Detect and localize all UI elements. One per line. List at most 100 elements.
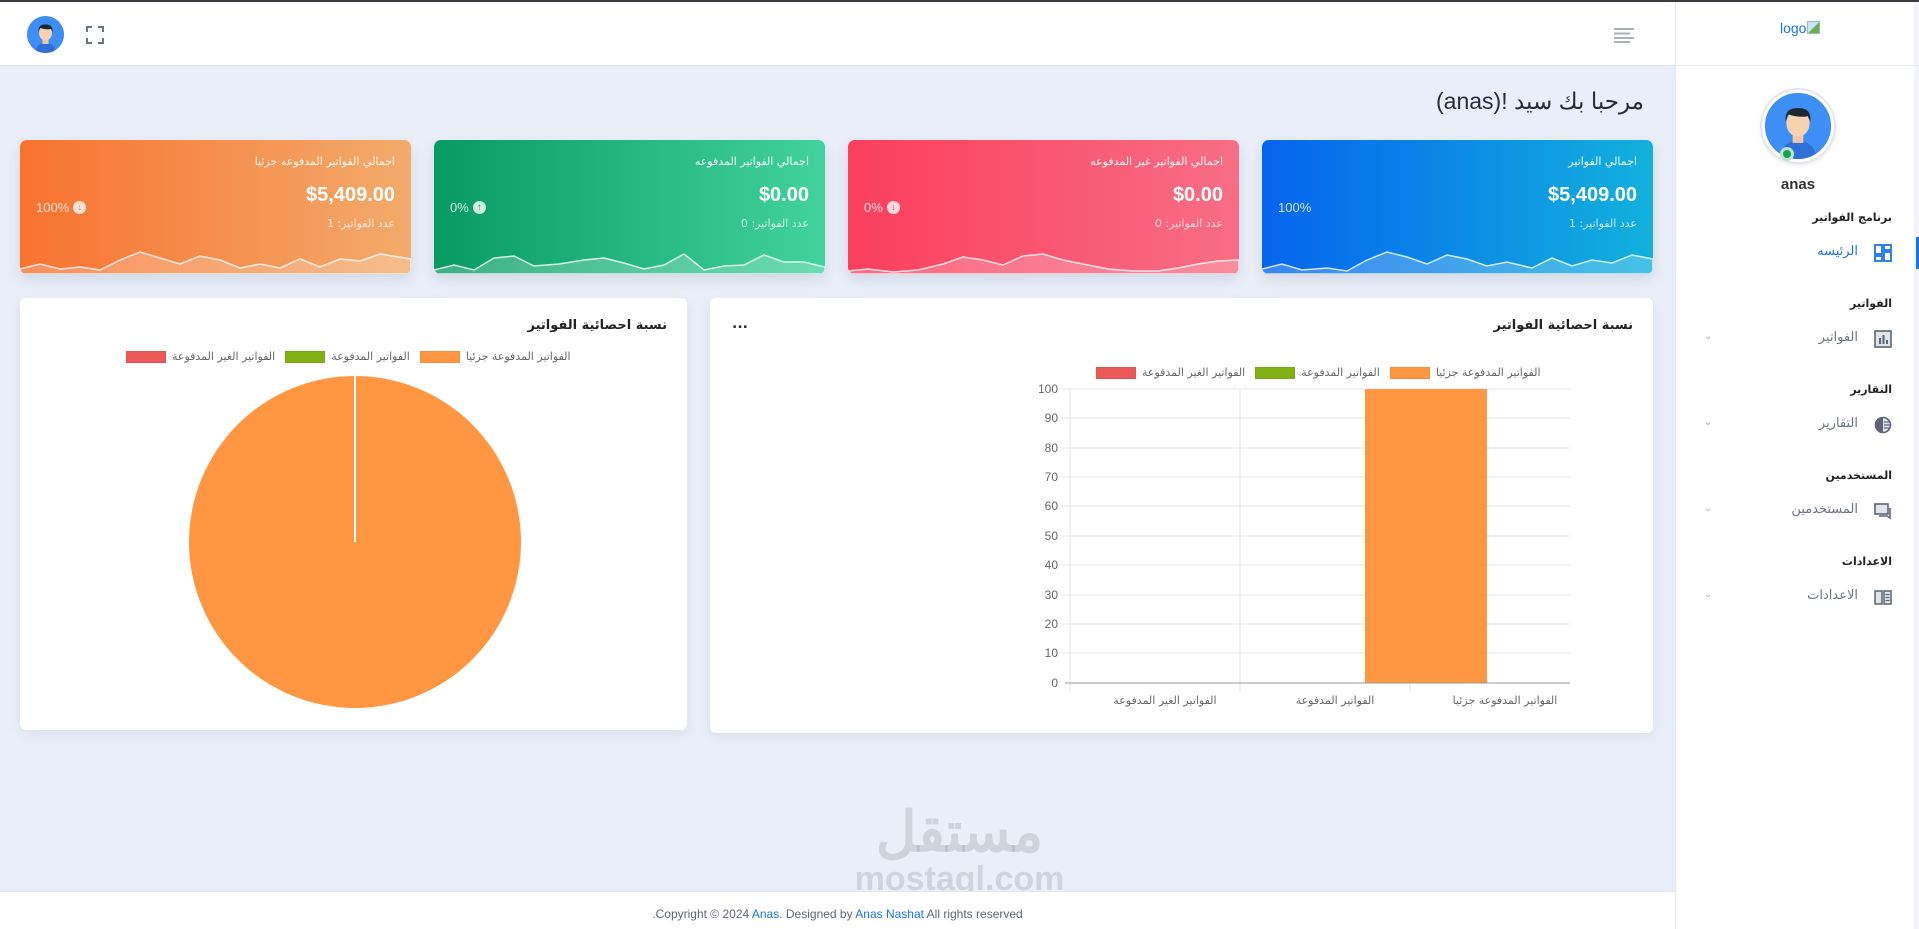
y-tick: 40 (1044, 558, 1058, 572)
sidebar-scrollbar[interactable] (1914, 2, 1919, 929)
stat-card-percent: 100% (1278, 200, 1311, 215)
user-avatar-icon (1765, 93, 1831, 159)
legend-swatch (1096, 366, 1136, 379)
menu-toggle-button[interactable] (1614, 27, 1636, 43)
chevron-down-icon: ⌄ (1704, 417, 1713, 428)
legend-swatch (1255, 366, 1296, 379)
sidebar-item-users[interactable]: المستخدمين ⌄ (1684, 495, 1914, 527)
legend-item[interactable]: الفواتير الغير المدفوعة (1096, 366, 1245, 379)
designed-by-text: . Designed by (779, 907, 856, 921)
legend-item[interactable]: الفواتير المدفوعة جزئيا (419, 350, 571, 363)
chart-legend: الفواتير المدفوعة جزئيا الفواتير المدفوع… (1096, 366, 1541, 379)
sidebar-item-reports[interactable]: التقارير ⌄ (1684, 409, 1914, 441)
author-link[interactable]: Anas (751, 907, 780, 921)
y-tick: 20 (1044, 617, 1058, 631)
y-tick: 100 (1037, 382, 1058, 396)
chevron-down-icon: ⌄ (1704, 503, 1713, 514)
percent-value: 0% (864, 200, 883, 215)
legend-label: الفواتير المدفوعة جزئيا (1435, 366, 1541, 379)
bar-partially-paid (1365, 389, 1487, 683)
sidebar-section-title: المستخدمين (1825, 469, 1892, 482)
broken-image-icon (1807, 21, 1821, 34)
panel-title: نسبة احصائية الفواتير (527, 318, 667, 333)
legend-item[interactable]: الفواتير المدفوعة جزئيا (1389, 366, 1541, 379)
stat-card-count: عدد الفواتير: 0 (740, 217, 809, 230)
book-icon (1874, 590, 1892, 605)
legend-swatch (285, 350, 326, 363)
arrow-up-circle-icon: ↑ (472, 201, 486, 214)
stat-card-partially-paid-invoices: اجمالي الفواتير المدفوعه جزئيا $5,409.00… (20, 140, 411, 274)
sidebar-item-label: الرئيسه (1817, 244, 1858, 259)
page-title: مرحبا بك سيد !(anas) (1435, 88, 1644, 114)
profile-avatar[interactable] (1762, 90, 1834, 162)
designer-link[interactable]: Anas Nashat (855, 907, 924, 921)
logo-alt-text: logo (1780, 20, 1807, 36)
stat-card-amount: $0.00 (1172, 184, 1223, 206)
rights-text: All rights reserved (924, 907, 1023, 921)
pie-chart (189, 376, 521, 708)
fullscreen-button[interactable] (86, 26, 104, 44)
online-status-indicator (1780, 147, 1794, 161)
chevron-down-icon: ⌄ (1704, 331, 1713, 342)
legend-swatch (1389, 366, 1430, 379)
top-header (0, 2, 1675, 66)
y-tick: 70 (1044, 470, 1058, 484)
legend-label: الفواتير المدفوعة جزئيا (465, 350, 571, 363)
stat-card-title: اجمالي الفواتير المدفوعه (694, 155, 809, 168)
legend-label: الفواتير المدفوعة (331, 350, 410, 363)
sidebar-item-label: الاعدادات (1807, 588, 1858, 603)
legend-item[interactable]: الفواتير الغير المدفوعة (126, 350, 275, 363)
sparkline-chart (848, 253, 1239, 274)
arrow-down-circle-icon: ↓ (73, 201, 87, 214)
stat-card-paid-invoices: اجمالي الفواتير المدفوعه $0.00 عدد الفوا… (434, 140, 825, 274)
x-label: الفواتير الغير المدفوعة (1113, 694, 1217, 707)
y-tick: 50 (1044, 529, 1058, 543)
stat-card-count: عدد الفواتير: 0 (1154, 217, 1223, 230)
percent-value: 100% (1278, 200, 1312, 215)
copyright-text: .Copyright © 2024 Anas. Designed by Anas… (0, 907, 1675, 921)
watermark-arabic: مستقل (875, 800, 1044, 863)
fullscreen-icon (86, 26, 104, 44)
hamburger-menu-icon (1614, 28, 1634, 43)
sidebar-item-settings[interactable]: الاعدادات ⌄ (1684, 581, 1914, 613)
x-label: الفواتير المدفوعة جزئيا (1452, 694, 1558, 707)
copyright-prefix: .Copyright © 2024 (652, 907, 752, 921)
chevron-down-icon: ⌄ (1704, 589, 1713, 600)
legend-item[interactable]: الفواتير المدفوعة (1255, 366, 1380, 379)
legend-label: الفواتير الغير المدفوعة (172, 350, 276, 363)
y-tick: 30 (1044, 588, 1058, 602)
sidebar-section-title: الفواتير (1850, 297, 1892, 310)
stat-card-amount: $5,409.00 (306, 184, 395, 206)
footer: .Copyright © 2024 Anas. Designed by Anas… (0, 891, 1675, 929)
profile-name: anas (1780, 176, 1816, 193)
y-tick: 0 (1051, 676, 1058, 690)
legend-swatch (126, 350, 166, 363)
stat-card-amount: $0.00 (758, 184, 809, 206)
stat-card-percent: 0% ↓ (864, 200, 900, 215)
chart-legend: الفواتير المدفوعة جزئيا الفواتير المدفوع… (126, 350, 571, 363)
sidebar-logo-row: logo (1676, 2, 1919, 66)
sparkline-chart (434, 253, 825, 274)
sidebar-item-label: المستخدمين (1791, 502, 1858, 517)
logo-link[interactable]: logo (1780, 20, 1821, 36)
sidebar-item-label: التقارير (1818, 416, 1858, 431)
sidebar-item-home[interactable]: الرئيسه (1684, 237, 1919, 269)
legend-label: الفواتير الغير المدفوعة (1142, 366, 1246, 379)
stat-card-amount: $5,409.00 (1548, 184, 1637, 206)
sidebar-item-invoices[interactable]: الفواتير ⌄ (1684, 323, 1914, 355)
chat-icon (1874, 503, 1891, 520)
more-options-button[interactable]: ... (732, 316, 748, 332)
bar-chart-plot (1060, 388, 1570, 693)
y-tick: 60 (1044, 499, 1058, 513)
user-avatar[interactable] (27, 16, 64, 53)
percent-value: 100% (36, 200, 70, 215)
legend-item[interactable]: الفواتير المدفوعة (285, 350, 410, 363)
pie-icon (1874, 416, 1892, 434)
bar-chart-icon (1874, 330, 1892, 348)
sidebar-section-title: التقارير (1850, 383, 1892, 396)
stat-card-percent: 100% ↓ (36, 200, 87, 215)
pie-chart-panel: نسبة احصائية الفواتير الفواتير المدفوعة … (20, 298, 687, 730)
sidebar: logo anas برنامج الفواتير الرئيسه الفوات… (1675, 2, 1919, 929)
stat-card-title: اجمالي الفواتير المدفوعه جزئيا (254, 155, 395, 168)
bar-chart-panel: نسبة احصائية الفواتير ... الفواتير المدف… (710, 298, 1653, 733)
